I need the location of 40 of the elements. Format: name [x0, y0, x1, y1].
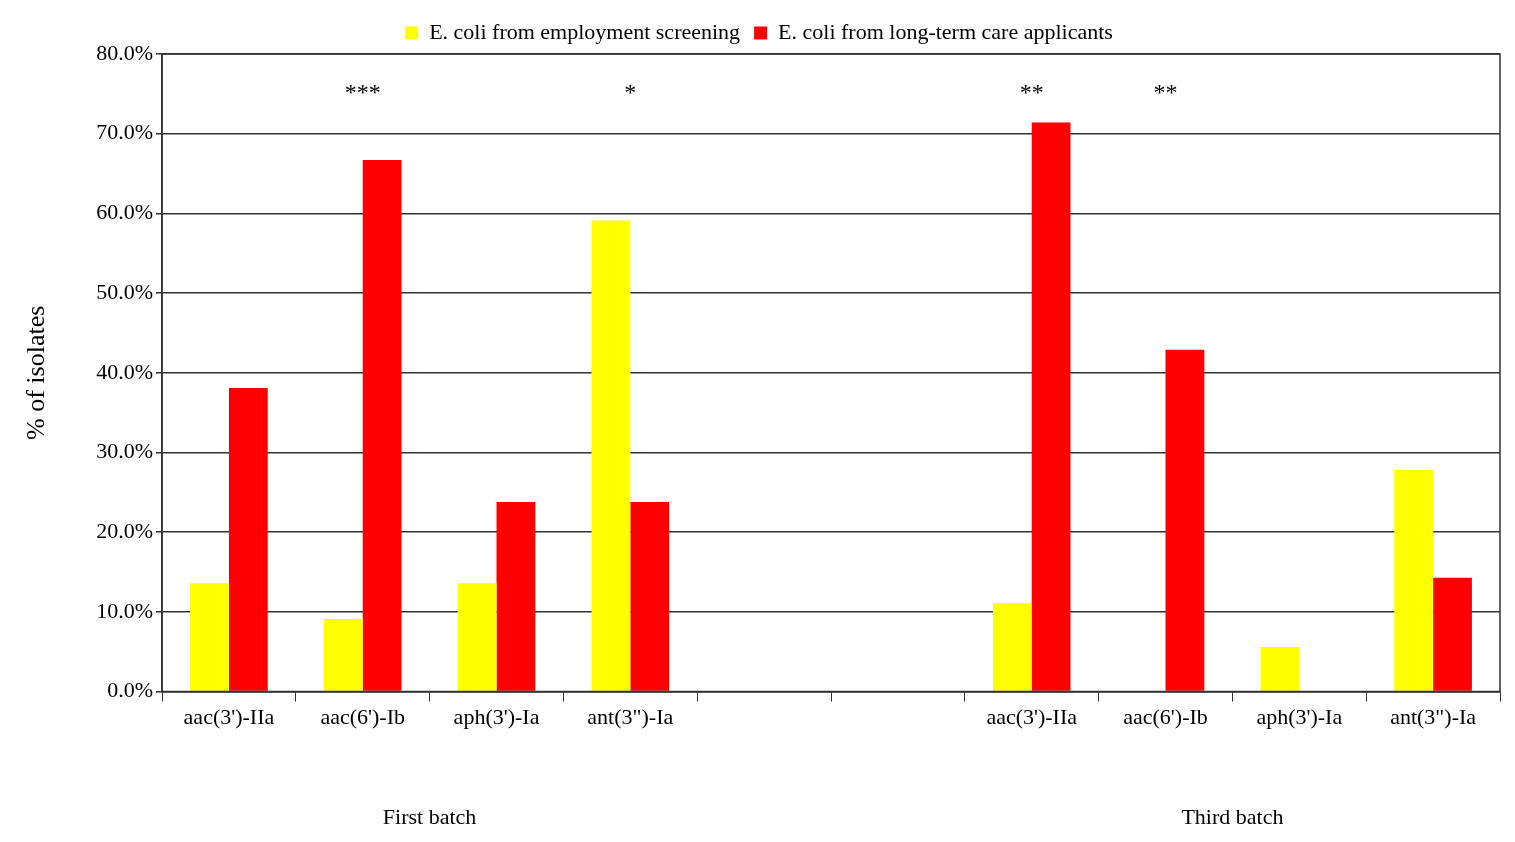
legend-label: E. coli from long-term care applicants [778, 18, 1113, 44]
x-tick-label: aac(3')-IIa [183, 703, 275, 729]
bar [1031, 122, 1071, 691]
y-tick-label: 40.0% [96, 358, 154, 384]
bar [362, 160, 402, 691]
y-tick-label: 0.0% [107, 677, 154, 703]
y-tick-label: 50.0% [96, 278, 154, 304]
bar [992, 603, 1032, 691]
legend-label: E. coli from employment screening [429, 18, 741, 44]
annotation: *** [344, 79, 381, 106]
y-axis-title: % of isolates [21, 305, 51, 440]
bar [591, 220, 631, 691]
annotation: ** [1019, 79, 1044, 106]
y-tick-label: 30.0% [96, 438, 154, 464]
annotation: * [624, 79, 637, 106]
y-tick-label: 10.0% [96, 597, 154, 623]
bar [228, 387, 268, 691]
bar [457, 583, 497, 691]
bar [1165, 349, 1205, 691]
x-tick-label: aac(3')-IIa [986, 703, 1078, 729]
x-tick-label: aph(3')-Ia [453, 703, 540, 729]
bar [1394, 470, 1434, 691]
y-tick-label: 60.0% [96, 199, 154, 225]
bar [1260, 646, 1300, 691]
y-tick-label: 70.0% [96, 119, 154, 145]
y-tick-label: 80.0% [96, 39, 154, 65]
bar [190, 583, 229, 691]
y-tick-label: 20.0% [96, 517, 154, 543]
bar [1433, 577, 1472, 691]
bar [496, 501, 536, 691]
x-tick-label: aac(6')-Ib [320, 703, 405, 729]
bar [323, 619, 363, 691]
annotation: ** [1153, 79, 1178, 106]
bar [630, 501, 670, 691]
x-tick-label: aph(3')-Ia [1256, 703, 1343, 729]
text: First batch [382, 803, 477, 829]
text: Third batch [1181, 803, 1284, 829]
x-tick-label: ant(3")-Ia [587, 703, 674, 729]
x-tick-label: aac(6')-Ib [1123, 703, 1208, 729]
x-tick-label: ant(3")-Ia [1390, 703, 1477, 729]
